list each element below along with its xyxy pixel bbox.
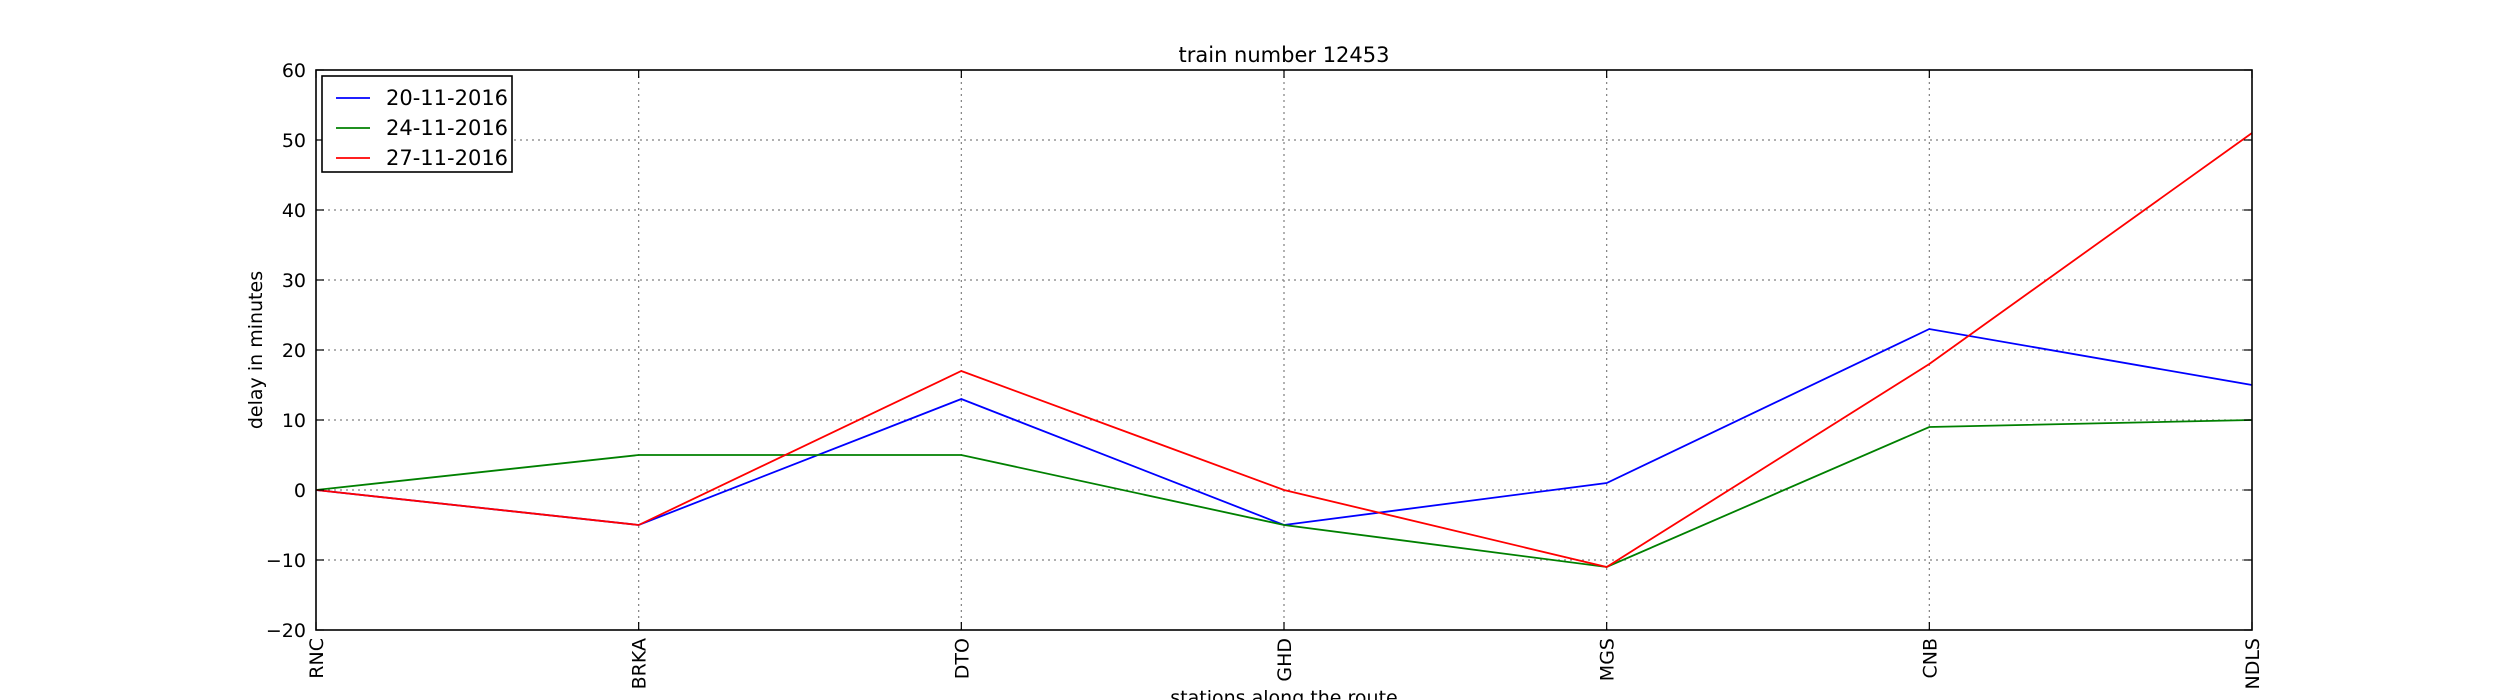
x-axis-label: stations along the route: [1170, 687, 1397, 700]
legend-label: 20-11-2016: [386, 86, 508, 110]
legend-label: 24-11-2016: [386, 116, 508, 140]
y-tick-label: 40: [282, 200, 306, 222]
grid-lines: [316, 70, 2252, 630]
y-tick-label: 0: [294, 480, 306, 502]
y-tick-label: 60: [282, 60, 306, 82]
y-tick-label: 10: [282, 410, 306, 432]
legend-label: 27-11-2016: [386, 146, 508, 170]
y-tick-label: −10: [266, 550, 306, 572]
x-tick-label: RNC: [306, 638, 328, 679]
x-tick-label: BRKA: [629, 638, 651, 689]
y-tick-label: 50: [282, 130, 306, 152]
axis-ticks: −20 −10 0 10 20 30 40 50 60 RNC BRKA DTO GHD MGS CNB ND…: [266, 60, 2264, 690]
y-tick-label: 30: [282, 270, 306, 292]
series-lines: [315, 132, 2253, 568]
x-tick-label: MGS: [1597, 638, 1619, 681]
series-line: [315, 132, 2253, 568]
legend: 20-11-2016 24-11-2016 27-11-2016: [321, 75, 513, 173]
chart-title: train number 12453: [1179, 43, 1390, 67]
legend-box: [321, 75, 513, 173]
x-tick-label: DTO: [951, 638, 973, 679]
y-tick-label: 20: [282, 340, 306, 362]
x-tick-label: NDLS: [2242, 638, 2264, 690]
x-tick-label: CNB: [1919, 638, 1941, 679]
series-line: [315, 419, 2253, 568]
y-axis-label: delay in minutes: [245, 271, 267, 429]
y-tick-label: −20: [266, 620, 306, 642]
x-tick-label: GHD: [1274, 638, 1296, 682]
